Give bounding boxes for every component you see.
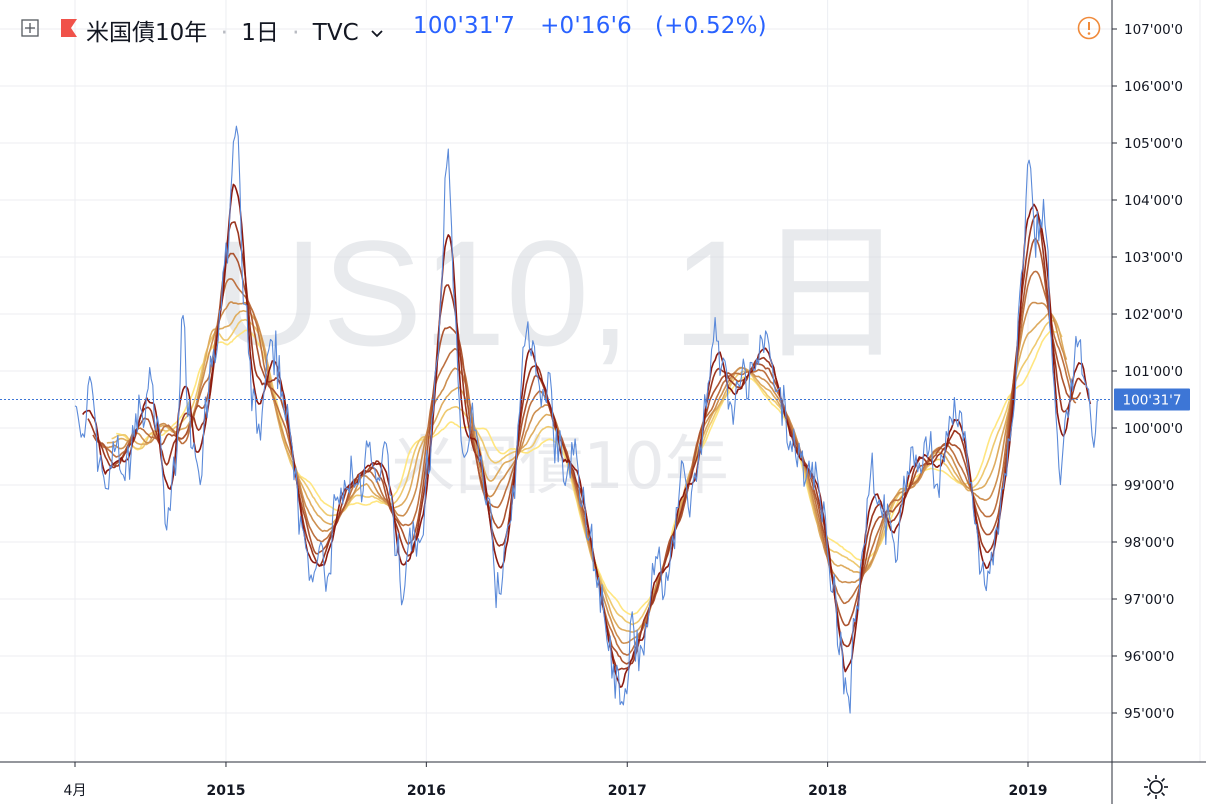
price-axis[interactable]: 95'00'0 96'00'0 97'00'0 98'00'0 99'00'0 100'0… bbox=[1111, 0, 1183, 804]
y-tick-label: 99'00'0 bbox=[1124, 478, 1174, 494]
settings-sun-icon[interactable] bbox=[1143, 774, 1169, 800]
y-tick-label: 104'00'0 bbox=[1124, 193, 1183, 209]
ma-ribbon-line bbox=[101, 301, 1072, 644]
separator-dot: · bbox=[220, 20, 228, 46]
chevron-down-icon[interactable] bbox=[370, 29, 384, 39]
y-tick-label: 107'00'0 bbox=[1124, 22, 1183, 38]
y-tick-label: 95'00'0 bbox=[1124, 706, 1174, 722]
y-tick-label: 106'00'0 bbox=[1124, 79, 1183, 95]
interval-label[interactable]: 1日 bbox=[241, 20, 279, 46]
x-tick-label: 2015 bbox=[206, 783, 245, 799]
x-tick-label: 2016 bbox=[407, 783, 446, 799]
x-tick-label: 2019 bbox=[1009, 783, 1048, 799]
price-change-percent: (+0.52%) bbox=[654, 13, 767, 39]
warning-icon[interactable] bbox=[1077, 16, 1101, 40]
watermark: US10, 1日 米国債10年 bbox=[214, 209, 906, 504]
y-tick-label: 105'00'0 bbox=[1124, 136, 1183, 152]
last-price: 100'31'7 bbox=[413, 13, 516, 39]
price-series bbox=[74, 125, 1100, 714]
price-line bbox=[74, 125, 1100, 714]
current-price-tag: 100'31'7 bbox=[1114, 388, 1190, 411]
y-tick-label: 102'00'0 bbox=[1124, 307, 1183, 323]
y-tick-label: 97'00'0 bbox=[1124, 592, 1174, 608]
symbol-header[interactable]: 米国債10年 · 1日 · TVC bbox=[86, 13, 384, 47]
plus-square-icon[interactable] bbox=[21, 19, 39, 37]
price-change: +0'16'6 bbox=[540, 13, 632, 39]
separator-dot: · bbox=[292, 20, 300, 46]
y-tick-label: 103'00'0 bbox=[1124, 250, 1183, 266]
quote-values: 100'31'7 +0'16'6 (+0.52%) bbox=[413, 13, 767, 39]
watermark-line2: 米国債10年 bbox=[391, 430, 728, 504]
red-flag-icon bbox=[61, 19, 77, 37]
y-tick-label: 96'00'0 bbox=[1124, 649, 1174, 665]
time-axis[interactable]: 4月 2015 2016 2017 2018 2019 bbox=[0, 761, 1206, 799]
source-label[interactable]: TVC bbox=[312, 20, 359, 46]
x-tick-label: 2017 bbox=[608, 783, 647, 799]
x-tick-label: 2018 bbox=[808, 783, 847, 799]
symbol-title: 米国債10年 bbox=[86, 20, 208, 46]
chart-grid bbox=[0, 0, 1201, 762]
y-tick-label: 101'00'0 bbox=[1124, 364, 1183, 380]
ma-ribbon-line bbox=[96, 270, 1077, 656]
y-tick-label: 98'00'0 bbox=[1124, 535, 1174, 551]
watermark-line1: US10, 1日 bbox=[214, 209, 906, 377]
x-tick-label: 4月 bbox=[64, 783, 87, 799]
current-price-label: 100'31'7 bbox=[1123, 393, 1182, 409]
y-tick-label: 100'00'0 bbox=[1124, 421, 1183, 437]
